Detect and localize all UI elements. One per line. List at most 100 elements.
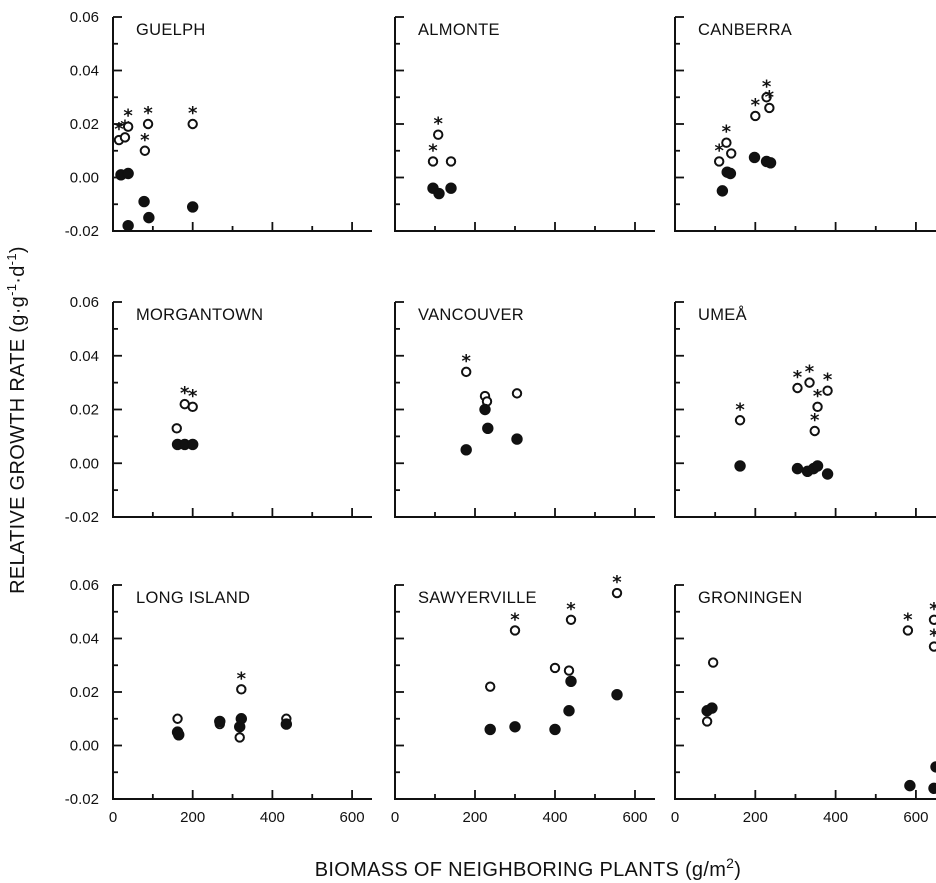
significance-star: *	[903, 609, 913, 630]
significance-star: *	[735, 399, 745, 420]
open-point	[139, 145, 151, 156]
open-point	[461, 366, 472, 378]
y-tick-label: 0.02	[70, 684, 99, 701]
panel-title: MORGANTOWN	[136, 306, 263, 324]
significance-star: *	[237, 668, 247, 689]
panel-axes	[112, 302, 372, 518]
open-point	[701, 716, 713, 727]
open-point	[485, 681, 496, 692]
open-point	[433, 129, 444, 140]
open-point	[119, 132, 131, 143]
open-point	[234, 732, 245, 743]
x-tick-label: 400	[260, 809, 285, 826]
open-point	[902, 625, 914, 636]
panel-almonte: ALMONTE * *	[394, 16, 655, 232]
significance-star: *	[813, 386, 823, 407]
open-point	[809, 425, 820, 437]
x-tick-label: 400	[542, 809, 567, 826]
filled-point	[122, 219, 134, 232]
significance-star: *	[810, 410, 820, 431]
significance-star: *	[123, 106, 133, 127]
open-point	[427, 156, 439, 167]
filled-point	[811, 460, 824, 472]
y-tick-label: 0.06	[70, 294, 99, 311]
x-tick-label: 0	[671, 809, 679, 826]
filled-point	[930, 761, 936, 773]
y-tick-label: -0.02	[65, 791, 99, 808]
open-point	[804, 377, 815, 388]
open-point	[713, 156, 725, 167]
significance-star: *	[722, 122, 732, 143]
filled-point	[821, 468, 834, 480]
filled-point	[791, 462, 804, 475]
open-point	[734, 415, 746, 426]
panel-axes	[674, 17, 936, 232]
open-point	[761, 92, 772, 103]
panel-title: SAWYERVILLE	[418, 589, 537, 607]
significance-star: *	[612, 572, 622, 593]
significance-star: *	[823, 370, 833, 391]
filled-point	[484, 723, 496, 736]
y-axis-title: RELATIVE GROWTH RATE (g·g-1·d-1)	[4, 246, 29, 594]
filled-point	[138, 195, 150, 208]
open-point	[171, 423, 182, 434]
filled-point	[235, 713, 248, 725]
significance-star: *	[751, 95, 761, 116]
filled-point	[904, 779, 916, 792]
significance-star: *	[714, 140, 724, 161]
x-tick-label: 200	[462, 809, 487, 826]
open-point	[172, 713, 183, 724]
open-point	[707, 657, 719, 668]
y-tick-label: -0.02	[65, 509, 99, 526]
significance-star: *	[793, 367, 803, 388]
open-point	[750, 110, 761, 122]
significance-star: *	[566, 599, 576, 620]
x-tick-label: 400	[823, 809, 848, 826]
open-point	[563, 665, 575, 676]
panel-vancouver: VANCOUVER *	[394, 301, 655, 518]
open-point	[445, 156, 457, 167]
open-point	[236, 684, 247, 695]
y-tick-label: 0.00	[70, 738, 99, 755]
panel-title: UMEÅ	[698, 305, 747, 324]
y-tick-label: 0.00	[70, 170, 99, 187]
y-tick-label: 0.04	[70, 631, 99, 648]
panel-title: GUELPH	[136, 21, 206, 39]
filled-point	[143, 211, 155, 224]
panel-title: CANBERRA	[698, 21, 792, 39]
open-point	[928, 641, 936, 652]
filled-point	[928, 782, 936, 794]
filled-point	[122, 167, 134, 180]
panel-axes	[674, 585, 936, 800]
significance-star: *	[929, 599, 936, 620]
open-point	[792, 382, 803, 394]
filled-point	[479, 403, 491, 416]
open-point	[187, 401, 198, 413]
y-tick-label: 0.02	[70, 402, 99, 419]
filled-point	[734, 460, 746, 472]
filled-point	[706, 702, 718, 714]
panel-groningen: 0 200 400 600 GRONINGEN * * *	[671, 584, 936, 826]
significance-star: *	[180, 383, 190, 404]
filled-point	[445, 182, 457, 194]
significance-star: *	[140, 130, 150, 151]
open-point	[721, 137, 732, 148]
filled-point	[611, 688, 623, 701]
significance-star: *	[188, 103, 198, 124]
panel-axes	[394, 302, 655, 518]
significance-star: *	[461, 351, 471, 372]
filled-point	[460, 444, 472, 456]
panel-axes	[674, 302, 936, 518]
y-tick-label: 0.06	[70, 9, 99, 26]
panel-title: GRONINGEN	[698, 589, 802, 607]
filled-point	[748, 151, 761, 164]
filled-point	[511, 433, 523, 445]
panel-ume-: UMEÅ** ****	[674, 301, 936, 518]
filled-point	[565, 675, 577, 687]
y-tick-label: 0.00	[70, 455, 99, 472]
y-tick-label: 0.06	[70, 577, 99, 594]
filled-point	[186, 438, 199, 451]
filled-point	[563, 705, 575, 717]
significance-star: *	[929, 626, 936, 647]
